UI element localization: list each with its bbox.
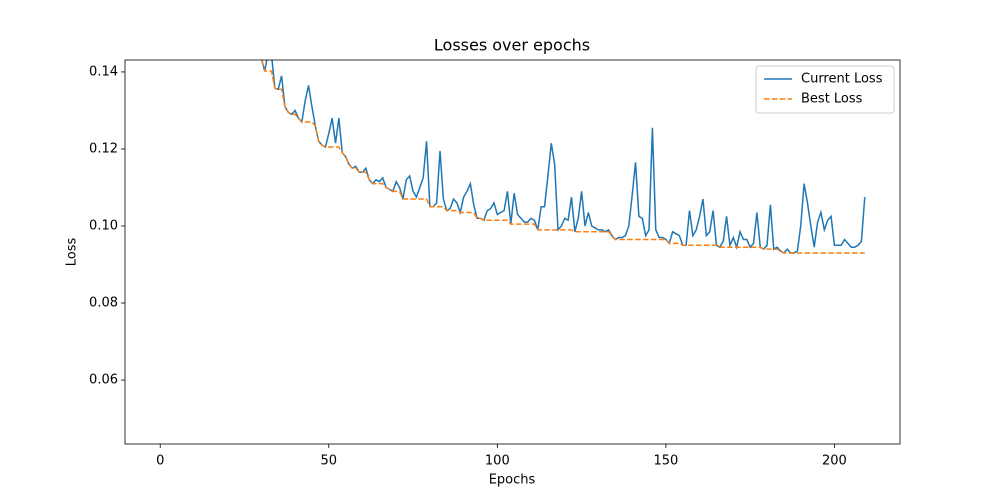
y-tick-label: 0.10 — [89, 219, 118, 234]
axes-frame — [124, 59, 901, 445]
x-tick-label: 0 — [156, 454, 164, 469]
line-series — [261, 60, 866, 254]
legend-label: Best Loss — [801, 92, 863, 107]
x-tick-label: 200 — [822, 454, 847, 469]
line-series — [261, 60, 865, 254]
x-axis-label: Epochs — [489, 473, 536, 488]
plot-area — [261, 60, 866, 254]
y-tick-label: 0.06 — [89, 373, 118, 388]
x-tick-label: 50 — [321, 454, 338, 469]
y-tick-label: 0.08 — [89, 296, 118, 311]
y-axis-label: Loss — [65, 238, 80, 267]
legend-box — [755, 65, 895, 114]
x-tick-label: 100 — [485, 454, 510, 469]
y-tick-label: 0.14 — [89, 64, 118, 79]
chart-title: Losses over epochs — [434, 36, 590, 55]
legend-label: Current Loss — [801, 72, 883, 87]
x-tick-label: 150 — [653, 454, 678, 469]
y-tick-label: 0.12 — [89, 141, 118, 156]
